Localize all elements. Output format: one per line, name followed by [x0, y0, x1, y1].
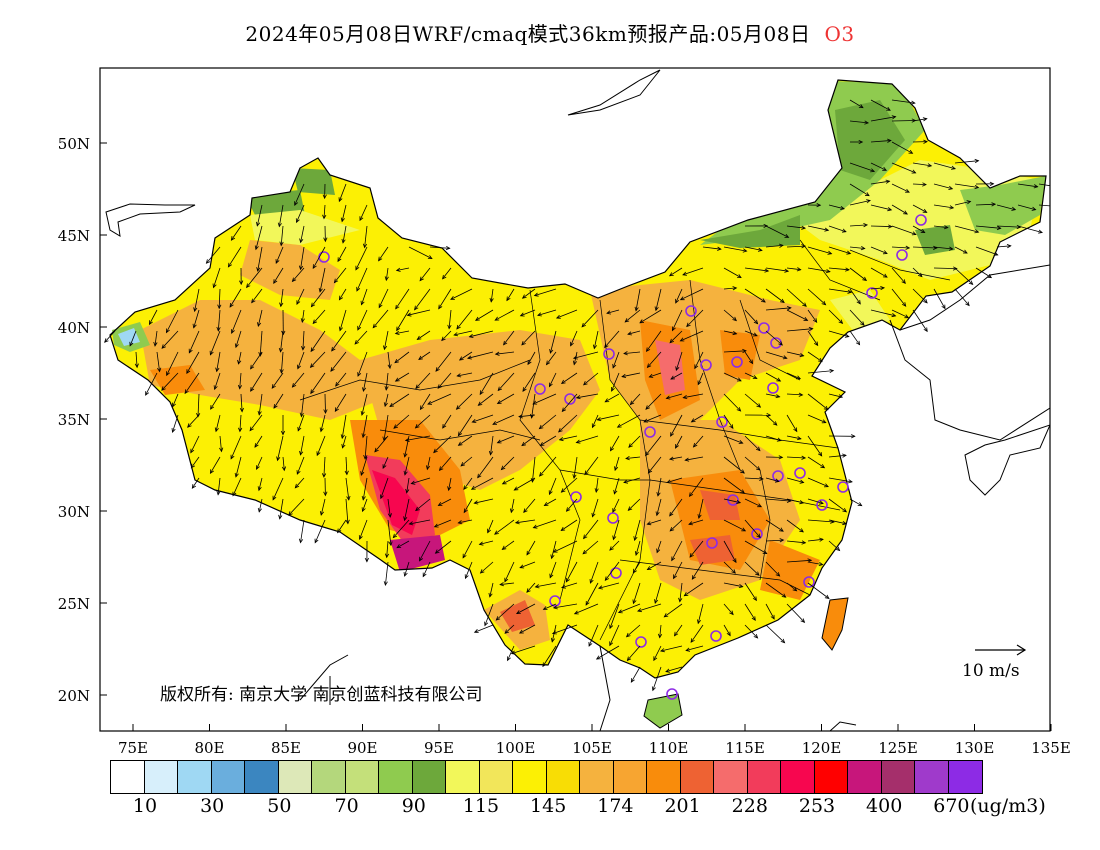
colorbar-swatch: [915, 761, 949, 793]
colorbar-label: 10: [132, 795, 158, 817]
lon-label: 80E: [194, 739, 224, 757]
lon-label: 95E: [424, 739, 454, 757]
colorbar: [110, 760, 983, 794]
lat-label: 40N: [58, 319, 90, 337]
hainan-outline: [643, 693, 683, 729]
longitude-axis: 75E 80E 85E 90E 95E 100E 105E 110E 115E 120E 125E 1…: [118, 724, 1071, 757]
colorbar-swatch: [312, 761, 346, 793]
colorbar-label: 30: [200, 795, 225, 817]
lat-label: 50N: [58, 135, 90, 153]
colorbar-swatch: [848, 761, 882, 793]
colorbar-swatch: [345, 761, 379, 793]
colorbar-swatch: [714, 761, 748, 793]
colorbar-swatch: [613, 761, 647, 793]
lon-label: 135E: [1031, 739, 1071, 757]
colorbar-label: 228: [731, 795, 768, 817]
colorbar-label: 50: [267, 795, 292, 817]
colorbar-swatch: [513, 761, 547, 793]
lon-label: 100E: [496, 739, 536, 757]
wind-vectors: [104, 99, 1050, 692]
colorbar-label: 201: [664, 795, 701, 817]
lon-label: 115E: [725, 739, 765, 757]
colorbar-unit: (ug/m3): [970, 795, 1046, 817]
lat-label: 35N: [58, 411, 90, 429]
colorbar-swatch: [446, 761, 480, 793]
colorbar-label: 253: [798, 795, 836, 817]
colorbar-swatch: [680, 761, 714, 793]
lat-label: 25N: [58, 595, 90, 613]
colorbar-swatch: [881, 761, 915, 793]
colorbar-label: 670: [933, 795, 970, 817]
lon-label: 110E: [649, 739, 689, 757]
colorbar-label: 115: [462, 795, 500, 817]
wind-reference-label: 10 m/s: [962, 661, 1020, 681]
latitude-axis: 50N 45N 40N 35N 30N 25N 20N: [58, 135, 107, 705]
lat-label: 30N: [58, 503, 90, 521]
pollutant-label: O3: [824, 22, 855, 46]
colorbar-label: 70: [334, 795, 359, 817]
colorbar-label: 400: [866, 795, 903, 817]
colorbar-swatch: [178, 761, 212, 793]
colorbar-swatch: [111, 761, 145, 793]
colorbar-swatch: [379, 761, 413, 793]
colorbar-swatch: [278, 761, 312, 793]
colorbar-label: 90: [401, 795, 426, 817]
lon-label: 125E: [878, 739, 918, 757]
copyright-text: 版权所有: 南京大学 南京创蓝科技有限公司: [160, 685, 483, 705]
title-text: 2024年05月08日WRF/cmaq模式36km预报产品:05月08日: [245, 22, 811, 46]
colorbar-swatch: [747, 761, 781, 793]
wind-reference-arrow: [975, 644, 1027, 656]
colorbar-swatch: [546, 761, 580, 793]
colorbar-swatch: [245, 761, 279, 793]
taiwan-outline: [821, 597, 849, 651]
lat-label: 20N: [58, 687, 90, 705]
colorbar-swatch: [948, 761, 982, 793]
map-title: 2024年05月08日WRF/cmaq模式36km预报产品:05月08日 O3: [0, 18, 1100, 47]
colorbar-swatch: [412, 761, 446, 793]
colorbar-swatch: [814, 761, 848, 793]
coastlines: [105, 69, 1050, 731]
lon-label: 105E: [572, 739, 612, 757]
colorbar-swatch: [580, 761, 614, 793]
lon-label: 90E: [347, 739, 377, 757]
colorbar-swatch: [144, 761, 178, 793]
colorbar-swatch: [647, 761, 681, 793]
colorbar-label: 174: [597, 795, 634, 817]
lon-label: 75E: [118, 739, 148, 757]
city-markers: [318, 214, 927, 700]
colorbar-swatch: [781, 761, 815, 793]
colorbar-swatch: [211, 761, 245, 793]
lon-label: 85E: [271, 739, 301, 757]
colorbar-swatch: [479, 761, 513, 793]
colorbar-label: 145: [530, 795, 567, 817]
lon-label: 130E: [955, 739, 995, 757]
lat-label: 45N: [58, 227, 90, 245]
lon-label: 120E: [802, 739, 842, 757]
